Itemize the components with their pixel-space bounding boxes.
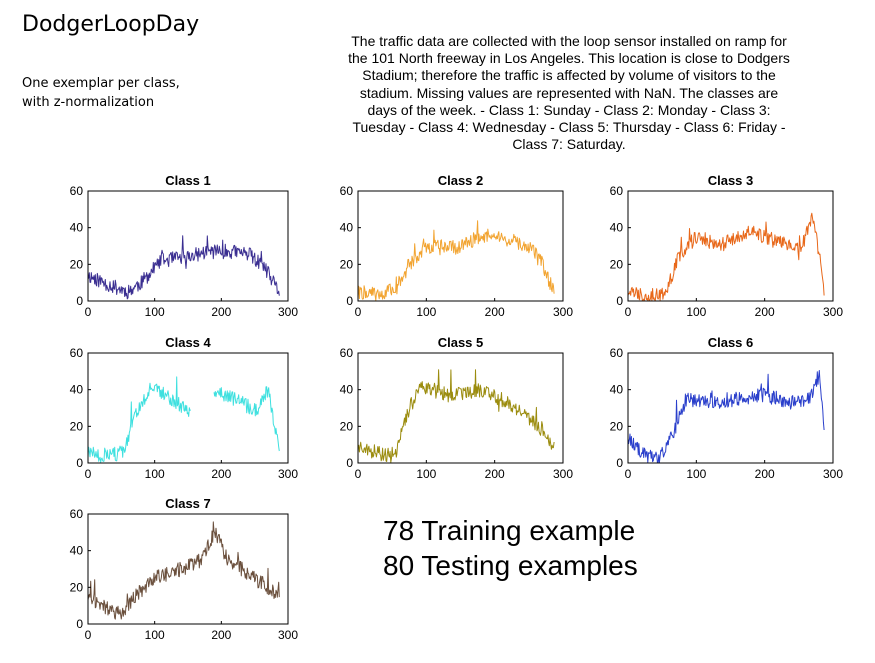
- chart-panel-3: 0 100 200 300 0 20 40 60 Class 3: [610, 173, 844, 319]
- series-line: [627, 370, 825, 463]
- x-tick-label: 200: [755, 305, 775, 319]
- y-tick-label: 60: [340, 184, 354, 198]
- chart-title: Class 4: [165, 335, 211, 350]
- y-tick-label: 40: [340, 383, 354, 397]
- x-tick-label: 200: [211, 467, 231, 481]
- y-tick-label: 0: [76, 617, 83, 631]
- x-tick-label: 0: [85, 467, 92, 481]
- x-tick-label: 100: [686, 467, 706, 481]
- plot-frame: [627, 352, 834, 464]
- x-tick-label: 100: [145, 305, 165, 319]
- x-tick-label: 200: [485, 467, 505, 481]
- plot-frame: [87, 352, 289, 464]
- chart-title: Class 1: [165, 173, 211, 188]
- y-tick-label: 0: [346, 294, 353, 308]
- training-count: 78 Training example: [383, 515, 636, 546]
- plot-frame: [87, 190, 289, 302]
- y-tick-label: 20: [340, 257, 354, 271]
- series-line: [357, 369, 555, 463]
- x-tick-label: 0: [355, 467, 362, 481]
- x-tick-label: 100: [416, 305, 436, 319]
- y-tick-label: 40: [70, 544, 84, 558]
- plot-frame: [627, 190, 834, 302]
- y-tick-label: 40: [70, 221, 84, 235]
- chart-title: Class 2: [438, 173, 484, 188]
- testing-count: 80 Testing examples: [383, 550, 638, 581]
- example-counts: 78 Training example 80 Testing examples: [383, 513, 638, 583]
- y-tick-label: 60: [70, 507, 84, 521]
- x-tick-label: 0: [85, 305, 92, 319]
- series-line: [87, 235, 280, 300]
- series-line: [87, 376, 280, 463]
- y-tick-label: 0: [76, 294, 83, 308]
- y-tick-label: 0: [346, 456, 353, 470]
- y-tick-label: 0: [616, 294, 623, 308]
- chart-title: Class 5: [438, 335, 484, 350]
- y-tick-label: 60: [610, 346, 624, 360]
- x-tick-label: 0: [85, 628, 92, 642]
- y-tick-label: 40: [70, 383, 84, 397]
- y-tick-label: 20: [610, 257, 624, 271]
- x-tick-label: 300: [278, 467, 298, 481]
- x-tick-label: 0: [355, 305, 362, 319]
- plot-frame: [87, 513, 289, 625]
- dataset-description: The traffic data are collected with the …: [348, 33, 790, 153]
- series-line: [87, 521, 280, 620]
- x-tick-label: 200: [485, 305, 505, 319]
- chart-panel-1: 0 100 200 300 0 20 40 60 Class 1: [70, 173, 299, 319]
- x-tick-label: 200: [211, 305, 231, 319]
- subtitle: One exemplar per class, with z-normaliza…: [22, 76, 180, 110]
- y-tick-label: 20: [610, 419, 624, 433]
- y-tick-label: 0: [76, 456, 83, 470]
- x-tick-label: 300: [823, 305, 843, 319]
- x-tick-label: 200: [755, 467, 775, 481]
- x-tick-label: 100: [416, 467, 436, 481]
- page-title: DodgerLoopDay: [22, 12, 200, 37]
- plot-frame: [357, 352, 564, 464]
- x-tick-label: 0: [625, 305, 632, 319]
- x-tick-label: 100: [145, 467, 165, 481]
- chart-title: Class 7: [165, 496, 211, 511]
- x-tick-label: 300: [823, 467, 843, 481]
- y-tick-label: 40: [340, 221, 354, 235]
- chart-panel-7: 0 100 200 300 0 20 40 60 Class 7: [70, 496, 299, 642]
- y-tick-label: 60: [610, 184, 624, 198]
- y-tick-label: 40: [610, 383, 624, 397]
- x-tick-label: 300: [278, 628, 298, 642]
- x-tick-label: 300: [553, 305, 573, 319]
- chart-panel-2: 0 100 200 300 0 20 40 60 Class 2: [340, 173, 574, 319]
- series-line: [627, 212, 825, 301]
- y-tick-label: 20: [70, 257, 84, 271]
- y-tick-label: 40: [610, 221, 624, 235]
- x-tick-label: 0: [625, 467, 632, 481]
- y-tick-label: 60: [70, 184, 84, 198]
- y-tick-label: 60: [70, 346, 84, 360]
- x-tick-label: 200: [211, 628, 231, 642]
- y-tick-label: 60: [340, 346, 354, 360]
- chart-panel-6: 0 100 200 300 0 20 40 60 Class 6: [610, 335, 844, 481]
- chart-panel-5: 0 100 200 300 0 20 40 60 Class 5: [340, 335, 574, 481]
- x-tick-label: 100: [145, 628, 165, 642]
- chart-panel-4: 0 100 200 300 0 20 40 60 Class 4: [70, 335, 299, 481]
- plot-frame: [357, 190, 564, 302]
- y-tick-label: 0: [616, 456, 623, 470]
- chart-title: Class 6: [708, 335, 754, 350]
- y-tick-label: 20: [340, 419, 354, 433]
- chart-title: Class 3: [708, 173, 754, 188]
- x-tick-label: 300: [553, 467, 573, 481]
- y-tick-label: 20: [70, 419, 84, 433]
- y-tick-label: 20: [70, 580, 84, 594]
- x-tick-label: 100: [686, 305, 706, 319]
- x-tick-label: 300: [278, 305, 298, 319]
- series-line: [357, 220, 555, 301]
